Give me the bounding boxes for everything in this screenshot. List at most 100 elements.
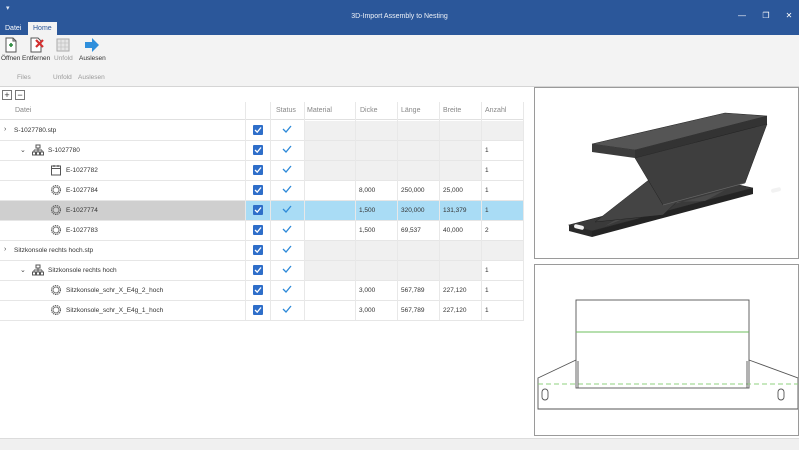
column-anzahl[interactable]: Anzahl: [485, 107, 507, 114]
group-files-label: Files: [17, 74, 31, 81]
row-checkbox[interactable]: [253, 165, 263, 175]
close-button[interactable]: ✕: [785, 11, 793, 20]
2d-unfold-viewer[interactable]: [534, 264, 799, 436]
menu-bar: Datei Home: [0, 22, 799, 35]
arrow-right-icon: [85, 38, 100, 52]
column-divider: [523, 102, 524, 320]
cell-breite: 227,120: [443, 287, 467, 294]
name-cell: Sitzkonsole_schr_X_E4g_1_hoch: [0, 301, 245, 320]
cell-laenge: 567,789: [401, 287, 425, 294]
collapse-all-button[interactable]: −: [15, 90, 25, 100]
status-check-icon: [282, 205, 292, 215]
row-checkbox[interactable]: [253, 225, 263, 235]
cell-breite: 131,379: [443, 207, 467, 214]
tab-datei[interactable]: Datei: [5, 25, 22, 32]
tab-home[interactable]: Home: [28, 22, 57, 35]
name-cell: › Sitzkonsole rechts hoch.stp: [0, 241, 245, 260]
assembly-icon: [32, 144, 44, 156]
row-name: Sitzkonsole rechts hoch.stp: [14, 247, 94, 254]
maximize-button[interactable]: ❐: [762, 11, 770, 20]
column-dicke[interactable]: Dicke: [360, 107, 378, 114]
table-row[interactable]: › Sitzkonsole rechts hoch.stp: [0, 241, 524, 261]
status-check-icon: [282, 165, 292, 175]
horizontal-scrollbar[interactable]: [0, 438, 799, 450]
sheet-part-icon: [51, 225, 61, 235]
row-checkbox[interactable]: [253, 185, 263, 195]
title-bar: ▾ 3D-Import Assembly to Nesting — ❐ ✕: [0, 0, 799, 22]
tree-toggle-icon[interactable]: ⌄: [20, 267, 26, 274]
cell-breite: 227,120: [443, 307, 467, 314]
name-cell: E-1027784: [0, 181, 245, 200]
cell-laenge: 320,000: [401, 207, 425, 214]
remove-button[interactable]: Entfernen: [22, 37, 50, 62]
row-name: E-1027774: [66, 207, 98, 214]
row-name: E-1027784: [66, 187, 98, 194]
table-row[interactable]: ⌄ S-1027780 1: [0, 141, 524, 161]
auslesen-label: Auslesen: [79, 55, 106, 62]
column-divider: [481, 102, 482, 320]
status-check-icon: [282, 185, 292, 195]
table-row[interactable]: E-1027783 1,500 69,537 40,000 2: [0, 221, 524, 241]
window-title: 3D-Import Assembly to Nesting: [351, 13, 448, 20]
cell-dicke: 1,500: [359, 227, 376, 234]
column-status[interactable]: Status: [276, 107, 296, 114]
name-cell: › S-1027780.stp: [0, 121, 245, 140]
sheet-part-icon: [51, 285, 61, 295]
row-checkbox[interactable]: [253, 205, 263, 215]
app-menu-icon[interactable]: ▾: [6, 5, 10, 12]
cell-anzahl: 1: [485, 167, 489, 174]
tree-toggle-icon[interactable]: ›: [4, 126, 7, 133]
column-divider: [245, 102, 246, 320]
status-check-icon: [282, 265, 292, 275]
open-button[interactable]: Öffnen: [1, 37, 20, 62]
group-auslesen-label: Auslesen: [78, 74, 105, 81]
auslesen-button[interactable]: Auslesen: [79, 37, 106, 62]
status-check-icon: [282, 225, 292, 235]
status-check-icon: [282, 285, 292, 295]
assembly-row-shading: [304, 141, 481, 160]
column-material[interactable]: Material: [307, 107, 332, 114]
column-divider: [439, 102, 440, 320]
cell-laenge: 250,000: [401, 187, 425, 194]
table-row[interactable]: E-1027782 1: [0, 161, 524, 181]
tree-toggle-icon[interactable]: ›: [4, 246, 7, 253]
column-laenge[interactable]: Länge: [401, 107, 421, 114]
row-checkbox[interactable]: [253, 125, 263, 135]
column-divider: [304, 102, 305, 320]
table-row[interactable]: › S-1027780.stp: [0, 121, 524, 141]
sheet-part-icon: [51, 205, 61, 215]
table-row[interactable]: Sitzkonsole_schr_X_E4g_2_hoch 3,000 567,78…: [0, 281, 524, 301]
table-row[interactable]: E-1027784 8,000 250,000 25,000 1: [0, 181, 524, 201]
name-cell: E-1027774: [0, 201, 245, 220]
cell-laenge: 567,789: [401, 307, 425, 314]
table-row[interactable]: ⌄ Sitzkonsole rechts hoch 1: [0, 261, 524, 281]
column-datei[interactable]: Datei: [15, 107, 32, 114]
cell-anzahl: 1: [485, 187, 489, 194]
row-checkbox[interactable]: [253, 305, 263, 315]
row-checkbox[interactable]: [253, 245, 263, 255]
grid-header: Datei Status Material Dicke Länge Breite…: [0, 102, 524, 120]
unfold-button[interactable]: Unfold: [54, 37, 73, 62]
tree-toggle-icon[interactable]: ⌄: [20, 147, 26, 154]
row-checkbox[interactable]: [253, 285, 263, 295]
cell-laenge: 69,537: [401, 227, 421, 234]
ribbon: Öffnen Entfernen Unfold Auslesen Files U…: [0, 35, 799, 87]
cell-breite: 40,000: [443, 227, 463, 234]
expand-all-button[interactable]: +: [2, 90, 12, 100]
part-box-icon: [51, 165, 61, 176]
row-name: Sitzkonsole_schr_X_E4g_1_hoch: [66, 307, 164, 314]
remove-file-icon: [30, 37, 44, 53]
row-name: S-1027780: [48, 147, 80, 154]
table-row[interactable]: Sitzkonsole_schr_X_E4g_1_hoch 3,000 567,78…: [0, 301, 524, 321]
cell-anzahl: 1: [485, 287, 489, 294]
row-checkbox[interactable]: [253, 265, 263, 275]
table-row[interactable]: E-1027774 1,500 320,000 131,379 1: [0, 201, 524, 221]
minimize-button[interactable]: —: [738, 11, 746, 20]
3d-viewer[interactable]: [534, 87, 799, 259]
row-checkbox[interactable]: [253, 145, 263, 155]
status-check-icon: [282, 245, 292, 255]
column-breite[interactable]: Breite: [443, 107, 462, 114]
row-name: S-1027780.stp: [14, 127, 57, 134]
name-cell: E-1027782: [0, 161, 245, 180]
cell-dicke: 8,000: [359, 187, 376, 194]
